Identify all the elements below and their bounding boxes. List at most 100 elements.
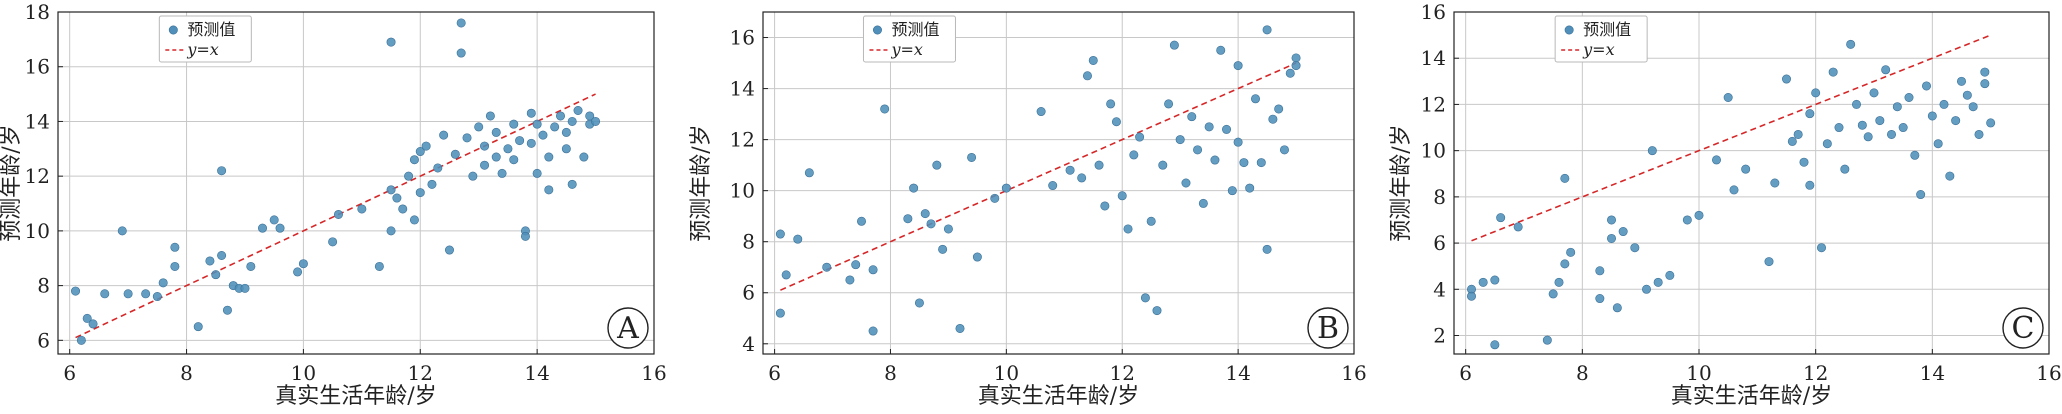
data-point xyxy=(1857,120,1867,130)
data-point xyxy=(822,262,832,272)
data-point xyxy=(1892,102,1902,112)
data-point xyxy=(938,244,948,254)
data-point xyxy=(1262,25,1272,35)
data-point xyxy=(333,209,343,219)
data-point xyxy=(1741,164,1751,174)
data-point xyxy=(462,133,472,143)
data-point xyxy=(1478,277,1488,287)
data-point xyxy=(1840,164,1850,174)
data-point xyxy=(775,308,785,318)
plot-area xyxy=(1454,12,2049,354)
data-point xyxy=(926,219,936,229)
data-point xyxy=(1951,116,1961,126)
y-tick-label: 6 xyxy=(742,281,755,305)
data-point xyxy=(532,168,542,178)
data-point xyxy=(509,155,519,165)
data-point xyxy=(1957,76,1967,86)
data-point xyxy=(485,111,495,121)
y-tick-label: 14 xyxy=(25,109,50,133)
data-point xyxy=(1175,135,1185,145)
data-point xyxy=(509,119,519,129)
x-tick-label: 10 xyxy=(994,361,1019,385)
data-point xyxy=(1869,88,1879,98)
data-point xyxy=(550,122,560,132)
data-point xyxy=(1642,284,1652,294)
data-point xyxy=(1852,99,1862,109)
legend-marker-predicted xyxy=(168,25,178,35)
data-point xyxy=(804,168,814,178)
data-point xyxy=(100,289,110,299)
data-point xyxy=(293,267,303,277)
data-point xyxy=(1169,40,1179,50)
data-point xyxy=(1100,201,1110,211)
data-point xyxy=(386,185,396,195)
data-point xyxy=(1274,104,1284,114)
x-tick-label: 14 xyxy=(1225,361,1250,385)
data-point xyxy=(526,108,536,118)
legend-label-reference: y=x xyxy=(890,40,922,59)
x-tick-label: 14 xyxy=(524,361,549,385)
data-point xyxy=(1799,157,1809,167)
data-point xyxy=(1986,118,1996,128)
data-point xyxy=(141,289,151,299)
data-point xyxy=(491,152,501,162)
data-point xyxy=(1513,222,1523,232)
data-point xyxy=(1233,137,1243,147)
data-point xyxy=(845,275,855,285)
data-point xyxy=(1222,124,1232,134)
data-point xyxy=(170,261,180,271)
y-tick-label: 4 xyxy=(1433,277,1446,301)
data-point xyxy=(1764,257,1774,267)
data-point xyxy=(1612,303,1622,313)
legend-label-reference: y=x xyxy=(1582,40,1614,59)
panel-label: B xyxy=(1317,311,1339,346)
data-point xyxy=(1227,186,1237,196)
y-tick-label: 8 xyxy=(1433,185,1446,209)
data-point xyxy=(1490,275,1500,285)
data-point xyxy=(567,116,577,126)
data-point xyxy=(1595,294,1605,304)
data-point xyxy=(439,130,449,140)
data-point xyxy=(1548,289,1558,299)
data-point xyxy=(1560,173,1570,183)
data-point xyxy=(409,155,419,165)
plot-area xyxy=(58,12,654,354)
y-tick-label: 8 xyxy=(742,230,755,254)
data-point xyxy=(456,48,466,58)
data-point xyxy=(781,270,791,280)
data-point xyxy=(269,215,279,225)
data-point xyxy=(561,127,571,137)
y-tick-label: 12 xyxy=(730,128,755,152)
data-point xyxy=(1653,277,1663,287)
data-point xyxy=(240,283,250,293)
y-tick-label: 2 xyxy=(1433,324,1446,348)
y-tick-label: 14 xyxy=(1421,46,1446,70)
y-tick-label: 6 xyxy=(37,328,50,352)
data-point xyxy=(1805,180,1815,190)
data-point xyxy=(1922,81,1932,91)
data-point xyxy=(972,252,982,262)
data-point xyxy=(1618,227,1628,237)
scatter-series-predicted xyxy=(775,25,1301,336)
data-point xyxy=(123,289,133,299)
data-point xyxy=(1158,160,1168,170)
data-point xyxy=(450,149,460,159)
y-tick-label: 6 xyxy=(1433,231,1446,255)
data-point xyxy=(433,163,443,173)
x-tick-label: 8 xyxy=(1576,361,1589,385)
data-point xyxy=(544,185,554,195)
data-point xyxy=(1245,183,1255,193)
x-tick-label: 6 xyxy=(768,361,781,385)
data-point xyxy=(1945,171,1955,181)
legend-label-reference: y=x xyxy=(186,40,218,59)
x-tick-label: 8 xyxy=(884,361,897,385)
data-point xyxy=(1694,210,1704,220)
data-point xyxy=(1210,155,1220,165)
data-point xyxy=(1077,173,1087,183)
data-point xyxy=(421,141,431,151)
data-point xyxy=(556,111,566,121)
data-point xyxy=(374,261,384,271)
data-point xyxy=(1817,243,1827,253)
